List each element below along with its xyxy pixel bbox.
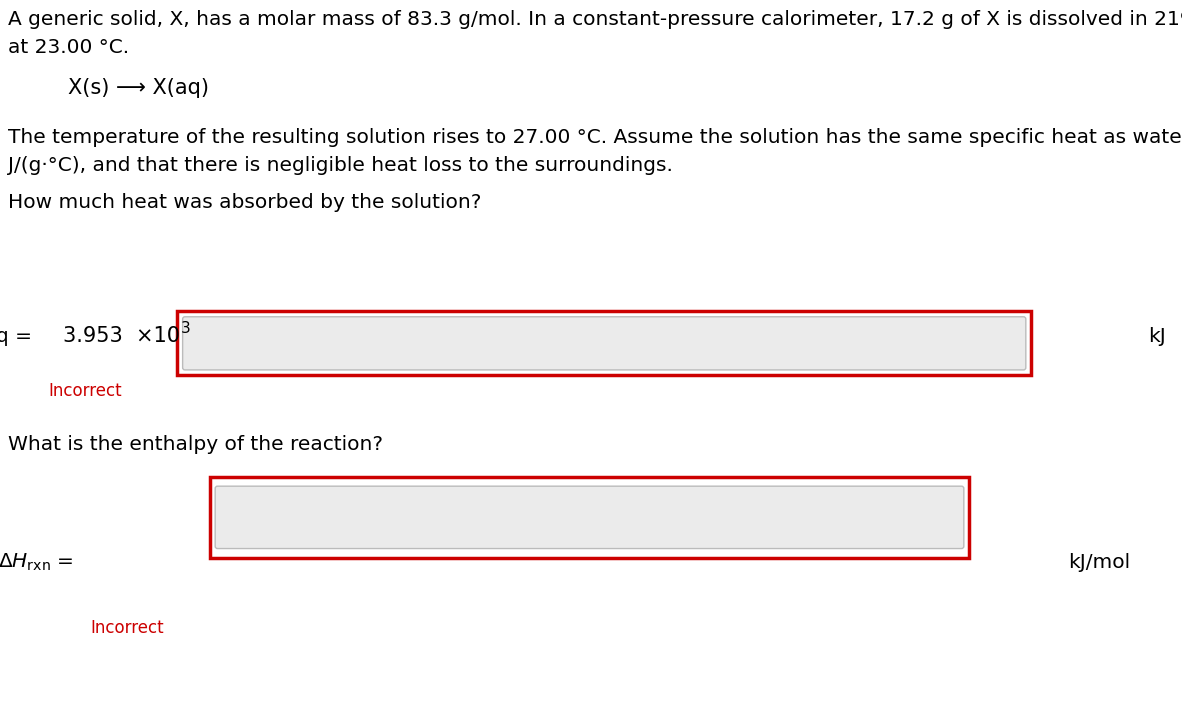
FancyBboxPatch shape [215, 486, 963, 548]
Text: kJ/mol: kJ/mol [1069, 553, 1130, 572]
Text: The temperature of the resulting solution rises to 27.00 °C. Assume the solution: The temperature of the resulting solutio… [8, 128, 1182, 147]
Text: 3.953  ×10: 3.953 ×10 [63, 326, 180, 347]
FancyBboxPatch shape [183, 317, 1026, 370]
Text: at 23.00 °C.: at 23.00 °C. [8, 38, 129, 57]
Text: X(s) ⟶ X(aq): X(s) ⟶ X(aq) [69, 78, 209, 98]
Text: $\Delta H_{\rm rxn}$ =: $\Delta H_{\rm rxn}$ = [0, 552, 74, 573]
Bar [177, 312, 1031, 376]
Bar [209, 477, 969, 558]
Text: What is the enthalpy of the reaction?: What is the enthalpy of the reaction? [8, 435, 383, 454]
Text: A generic solid, X, has a molar mass of 83.3 g/mol. In a constant-pressure calor: A generic solid, X, has a molar mass of … [8, 10, 1182, 29]
Text: 3: 3 [181, 321, 190, 336]
Text: J/(g·°C), and that there is negligible heat loss to the surroundings.: J/(g·°C), and that there is negligible h… [8, 156, 673, 175]
Text: kJ: kJ [1148, 327, 1165, 346]
Text: q =: q = [0, 327, 32, 346]
Text: How much heat was absorbed by the solution?: How much heat was absorbed by the soluti… [8, 193, 481, 212]
Text: Incorrect: Incorrect [90, 619, 163, 637]
Text: Incorrect: Incorrect [48, 382, 122, 400]
